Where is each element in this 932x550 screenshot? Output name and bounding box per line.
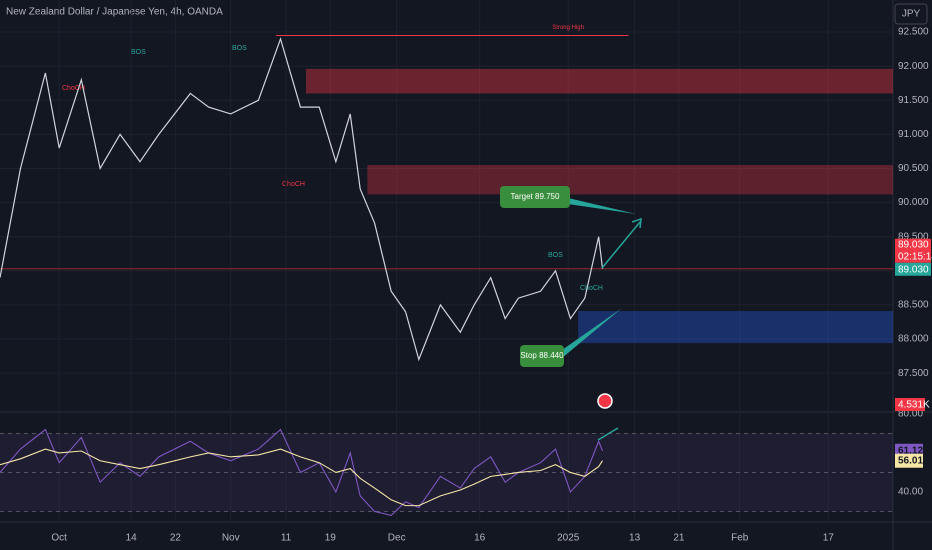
- price-label-box: [895, 238, 931, 263]
- rsi-tick-label: 40.00: [898, 487, 923, 498]
- rsi-value-box: [895, 453, 923, 468]
- y-tick-label: 87.500: [898, 368, 929, 379]
- y-tick-label: 88.500: [898, 300, 929, 311]
- x-tick-label: 16: [474, 533, 486, 544]
- y-tick-label: 91.500: [898, 95, 929, 106]
- price-label: 89.030: [898, 264, 929, 275]
- zone: [578, 311, 893, 344]
- volume-label-box: [895, 398, 925, 411]
- volume-label: 4.531K: [898, 400, 930, 411]
- target-pointer: [568, 198, 636, 214]
- x-tick-label: 14: [126, 533, 138, 544]
- rsi-value-label: 56.01: [898, 455, 923, 466]
- event-icon[interactable]: [597, 393, 613, 409]
- rsi-arrow: [597, 427, 619, 441]
- currency-button[interactable]: [894, 3, 928, 25]
- x-tick-label: 22: [170, 533, 182, 544]
- y-tick-label: 90.000: [898, 197, 929, 208]
- stop-box: [520, 345, 564, 367]
- x-tick-label: 2025: [557, 533, 580, 544]
- x-tick-label: 17: [823, 533, 835, 544]
- y-tick-label: 91.000: [898, 129, 929, 140]
- currency[interactable]: JPY: [902, 9, 921, 20]
- y-tick-label: 92.500: [898, 27, 929, 38]
- rsi-value-label: 61.12: [898, 445, 923, 456]
- arrow-head: [631, 217, 642, 229]
- countdown: 02:15:14: [898, 251, 932, 262]
- choch-label: ChoCH: [282, 181, 305, 188]
- choch-label: ChoCH: [580, 285, 603, 292]
- y-tick-label: 92.000: [898, 61, 929, 72]
- stop-label: Stop 88.440: [520, 351, 564, 360]
- price-label: 89.030: [898, 239, 929, 250]
- rsi-tick-label: 80.00: [898, 409, 923, 420]
- target-box: [500, 186, 570, 208]
- chart-title: New Zealand Dollar / Japanese Yen, 4h, O…: [6, 7, 223, 18]
- choch-label: ChoCH: [62, 85, 85, 92]
- bos-label: BOS: [131, 49, 146, 56]
- x-tick-label: 13: [629, 533, 641, 544]
- x-tick-label: Nov: [222, 533, 240, 544]
- y-tick-label: 88.000: [898, 334, 929, 345]
- y-tick-label: 89.500: [898, 231, 929, 242]
- price-label-box: [895, 262, 931, 276]
- x-tick-label: Oct: [51, 533, 67, 544]
- target-label: Target 89.750: [511, 192, 560, 201]
- x-tick-label: 19: [325, 533, 337, 544]
- price-line: [0, 36, 604, 362]
- projection-arrow: [601, 221, 641, 269]
- x-tick-label: 21: [673, 533, 685, 544]
- strong-high-label: Strong High: [552, 25, 584, 31]
- y-tick-label: 90.500: [898, 163, 929, 174]
- bos-label: BOS: [232, 45, 247, 52]
- rsi-line: [0, 448, 603, 507]
- rsi-line: [0, 428, 604, 516]
- stop-pointer: [562, 308, 622, 358]
- x-tick-label: Dec: [388, 533, 406, 544]
- zone: [305, 68, 893, 94]
- bos-label: BOS: [548, 252, 563, 259]
- zone: [367, 165, 893, 195]
- x-tick-label: Feb: [731, 533, 749, 544]
- x-tick-label: 11: [281, 533, 292, 544]
